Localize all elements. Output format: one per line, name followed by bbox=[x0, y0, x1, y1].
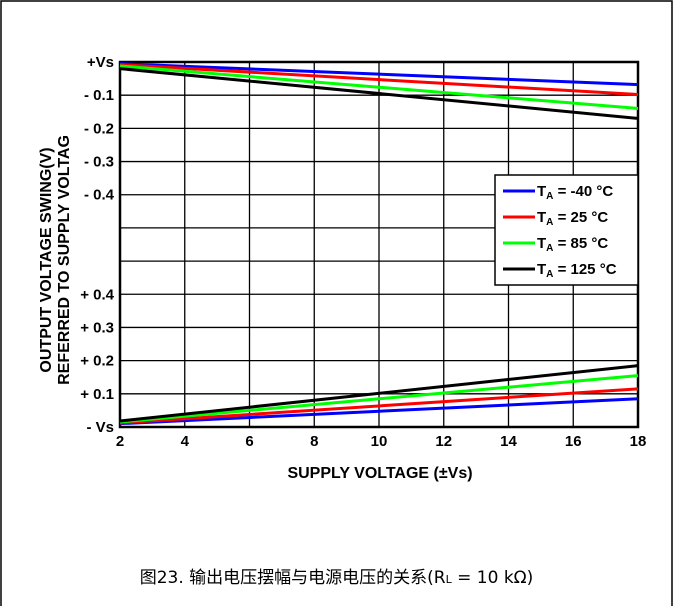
caption-subscript: L bbox=[445, 573, 452, 586]
legend: TA = -40 °C TA = 25 °C TA = 85 °C TA = 125 … bbox=[494, 174, 639, 286]
y-tick-label: - 0.2 bbox=[84, 120, 114, 137]
x-tick-label: 10 bbox=[371, 433, 388, 450]
x-tick-label: 14 bbox=[500, 433, 517, 450]
x-tick-label: 4 bbox=[181, 433, 190, 450]
legend-label: TA = -40 °C bbox=[537, 183, 613, 202]
series-lines bbox=[119, 62, 639, 426]
series-line-low bbox=[119, 387, 639, 425]
caption-prefix: 图23. 输出电压摆幅与电源电压的关系(R bbox=[139, 568, 446, 588]
legend-label: TA = 125 °C bbox=[537, 261, 617, 280]
x-tick-label: 8 bbox=[310, 433, 318, 450]
series-line-high bbox=[119, 63, 639, 97]
series-line-low bbox=[119, 364, 639, 423]
series-line-low bbox=[119, 397, 639, 426]
legend-box bbox=[494, 174, 639, 286]
x-tick-label: 2 bbox=[116, 433, 124, 450]
y-tick-label: - Vs bbox=[86, 419, 114, 436]
series-line-high bbox=[119, 64, 639, 110]
x-tick-label: 16 bbox=[565, 433, 582, 450]
series-line-high bbox=[119, 62, 639, 87]
x-tick-label: 12 bbox=[435, 433, 452, 450]
series-line-low bbox=[119, 374, 639, 424]
x-tick-label: 6 bbox=[245, 433, 253, 450]
legend-label: TA = 25 °C bbox=[537, 209, 608, 228]
y-axis-title-line2: REFERRED TO SUPPLY VOLTAG bbox=[56, 135, 73, 385]
y-tick-label: + 0.3 bbox=[80, 319, 114, 336]
y-tick-label: - 0.1 bbox=[84, 87, 114, 104]
x-tick-label: 18 bbox=[630, 433, 647, 450]
y-axis-title-line1: OUTPUT VOLTAGE SWING(V) bbox=[38, 147, 55, 372]
x-axis-title: SUPPLY VOLTAGE (±Vs) bbox=[287, 465, 472, 482]
y-tick-label: +Vs bbox=[87, 54, 114, 71]
figure-caption: 图23. 输出电压摆幅与电源电压的关系(RL = 10 kΩ) bbox=[0, 563, 673, 588]
y-tick-label: + 0.2 bbox=[80, 353, 114, 370]
y-tick-label: - 0.3 bbox=[84, 154, 114, 171]
y-tick-label: + 0.4 bbox=[80, 286, 114, 303]
legend-label: TA = 85 °C bbox=[537, 235, 608, 254]
series-line-high bbox=[119, 67, 639, 120]
y-tick-label: - 0.4 bbox=[84, 187, 115, 204]
tick-labels: +Vs - 0.1 - 0.2 - 0.3 - 0.4 + 0.4 + 0.3 + 0.2 + … bbox=[80, 54, 646, 450]
y-tick-label: + 0.1 bbox=[80, 386, 114, 403]
caption-suffix: = 10 kΩ) bbox=[451, 568, 534, 588]
